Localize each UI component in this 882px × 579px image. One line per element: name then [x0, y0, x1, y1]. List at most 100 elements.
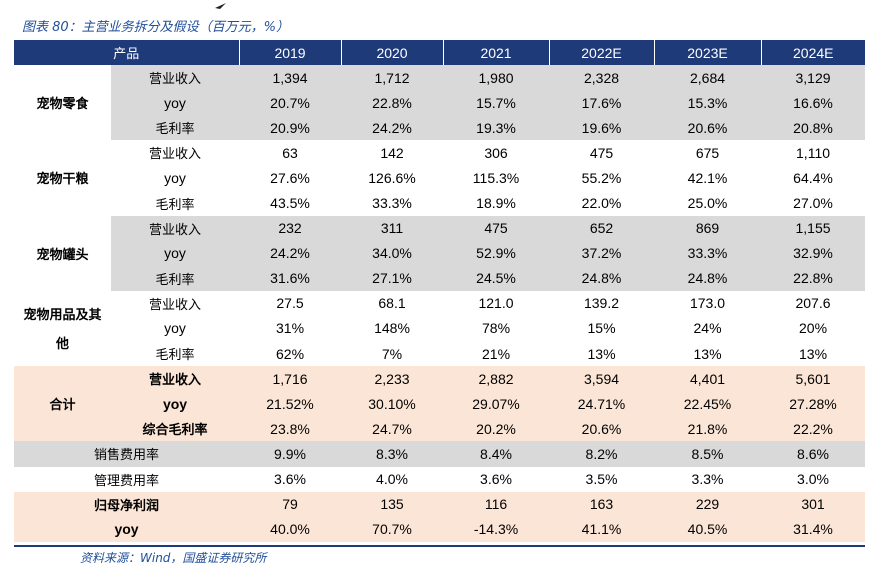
value-cell: 24.2%	[341, 115, 444, 141]
value-cell: 1,716	[239, 366, 342, 392]
value-cell: 21.52%	[239, 391, 342, 417]
value-cell: 7%	[381, 345, 403, 362]
value-cell: 22.8%	[761, 265, 866, 291]
value-cell: 126.6%	[368, 169, 416, 186]
group-label-line: 宠物用品及其	[23, 308, 102, 324]
value-cell: 1,394	[239, 65, 342, 91]
table-row: 毛利率 62% 7% 21% 13% 13% 13%	[14, 341, 865, 366]
metric-label: yoy	[111, 391, 240, 417]
value-cell: 8.6%	[761, 441, 866, 467]
value-cell: 20.6%	[654, 115, 762, 141]
header-year: 2020	[340, 40, 444, 65]
metric-label: yoy	[111, 90, 240, 116]
value-cell: 29.07%	[443, 391, 550, 417]
value-cell: 27.5	[276, 295, 304, 312]
value-cell: 652	[549, 215, 655, 241]
value-cell: 20%	[799, 320, 828, 337]
business-breakdown-table: 产品 2019 2020 2021 2022E 2023E 2024E 宠物零食…	[14, 40, 866, 542]
value-cell: 34.0%	[341, 240, 444, 266]
table-row: 管理费用率 3.6% 4.0% 3.6% 3.5% 3.3% 3.0%	[14, 467, 865, 492]
header-year: 2024E	[760, 40, 866, 65]
value-cell: 139.2	[583, 295, 620, 312]
value-cell: 17.6%	[549, 90, 655, 116]
value-cell: 15%	[587, 320, 616, 337]
value-cell: 24%	[693, 320, 722, 337]
value-cell: 24.5%	[443, 265, 550, 291]
table-row: 宠物零食 营业收入 1,394 1,712 1,980 2,328 2,684 …	[14, 65, 866, 141]
group-label-line: 他	[55, 337, 69, 353]
value-cell: 27.0%	[793, 195, 833, 212]
value-cell: 207.6	[795, 295, 831, 312]
source-note: 资料来源：Wind，国盛证券研究所	[80, 551, 267, 565]
value-cell: 306	[484, 144, 508, 161]
metric-label: 营业收入	[111, 65, 240, 91]
value-cell: 41.1%	[549, 516, 655, 542]
value-cell: 20.7%	[239, 90, 342, 116]
value-cell: 135	[341, 491, 444, 517]
table-row: yoy 20.7% 22.8% 15.7% 17.6% 15.3% 16.6%	[14, 90, 866, 116]
value-cell: 8.5%	[654, 441, 762, 467]
group-label-pet-supplies-other: 宠物用品及其他	[14, 290, 111, 367]
value-cell: 52.9%	[443, 240, 550, 266]
group-label-pet-dry-food: 宠物干粮	[14, 140, 111, 216]
value-cell: 8.4%	[443, 441, 550, 467]
table-row: 宠物用品及其他 营业收入 27.5 68.1 121.0 139.2 173.0…	[14, 290, 865, 367]
value-cell: 24.71%	[549, 391, 655, 417]
value-cell: 8.3%	[341, 441, 444, 467]
value-cell: 1,110	[796, 144, 831, 161]
value-cell: 229	[654, 491, 762, 517]
table-row: 毛利率 31.6% 27.1% 24.5% 24.8% 24.8% 22.8%	[14, 265, 866, 291]
table-row: 归母净利润 79 135 116 163 229 301	[14, 491, 866, 517]
value-cell: 62%	[276, 345, 305, 362]
value-cell: 40.5%	[654, 516, 762, 542]
value-cell: 24.8%	[654, 265, 762, 291]
value-cell: 173.0	[689, 295, 726, 312]
value-cell: 121.0	[478, 295, 514, 312]
value-cell: 163	[549, 491, 655, 517]
value-cell: 2,882	[443, 366, 550, 392]
table-row: yoy 40.0% 70.7% -14.3% 41.1% 40.5% 31.4%	[14, 516, 866, 542]
value-cell: 3,594	[549, 366, 655, 392]
metric-label: yoy	[164, 320, 186, 337]
value-cell: 22.2%	[761, 416, 866, 442]
header-row: 产品 2019 2020 2021 2022E 2023E 2024E	[14, 40, 866, 65]
value-cell: 9.9%	[239, 441, 342, 467]
value-cell: 30.10%	[341, 391, 444, 417]
value-cell: 27.28%	[761, 391, 866, 417]
value-cell: 78%	[482, 320, 511, 337]
header-year: 2019	[238, 40, 342, 65]
value-cell: 16.6%	[761, 90, 866, 116]
table-row: 毛利率 20.9% 24.2% 19.3% 19.6% 20.6% 20.8%	[14, 115, 866, 141]
value-cell: 43.5%	[270, 195, 310, 212]
table-row: yoy 21.52% 30.10% 29.07% 24.71% 22.45% 2…	[14, 391, 866, 417]
value-cell: 31%	[276, 320, 305, 337]
value-cell: 13%	[587, 345, 616, 362]
value-cell: 24.2%	[239, 240, 342, 266]
table-row: 销售费用率 9.9% 8.3% 8.4% 8.2% 8.5% 8.6%	[14, 441, 866, 467]
value-cell: 232	[239, 215, 342, 241]
value-cell: 2,233	[341, 366, 444, 392]
value-cell: 116	[443, 491, 550, 517]
table-row: 宠物罐头 营业收入 232 311 475 652 869 1,155	[14, 215, 866, 291]
value-cell: 25.0%	[687, 195, 728, 212]
value-cell: -14.3%	[443, 516, 550, 542]
value-cell: 8.2%	[549, 441, 655, 467]
value-cell: 148%	[374, 320, 410, 337]
metric-label-wide: 管理费用率	[94, 473, 160, 489]
metric-label: 毛利率	[111, 115, 240, 141]
value-cell: 142	[380, 144, 404, 161]
value-cell: 32.9%	[761, 240, 866, 266]
metric-label: 毛利率	[111, 265, 240, 291]
metric-label-wide: 销售费用率	[14, 441, 240, 467]
header-product: 产品	[113, 47, 140, 62]
value-cell: 20.9%	[239, 115, 342, 141]
value-cell: 27.6%	[270, 169, 310, 186]
value-cell: 33.3%	[372, 195, 412, 212]
value-cell: 70.7%	[341, 516, 444, 542]
figure-caption: 图表 80：主营业务拆分及假设（百万元，%）	[22, 20, 290, 35]
value-cell: 3.0%	[797, 471, 829, 488]
value-cell: 22.45%	[654, 391, 762, 417]
header-year: 2021	[442, 40, 550, 65]
value-cell: 1,155	[761, 215, 866, 241]
value-cell: 33.3%	[654, 240, 762, 266]
